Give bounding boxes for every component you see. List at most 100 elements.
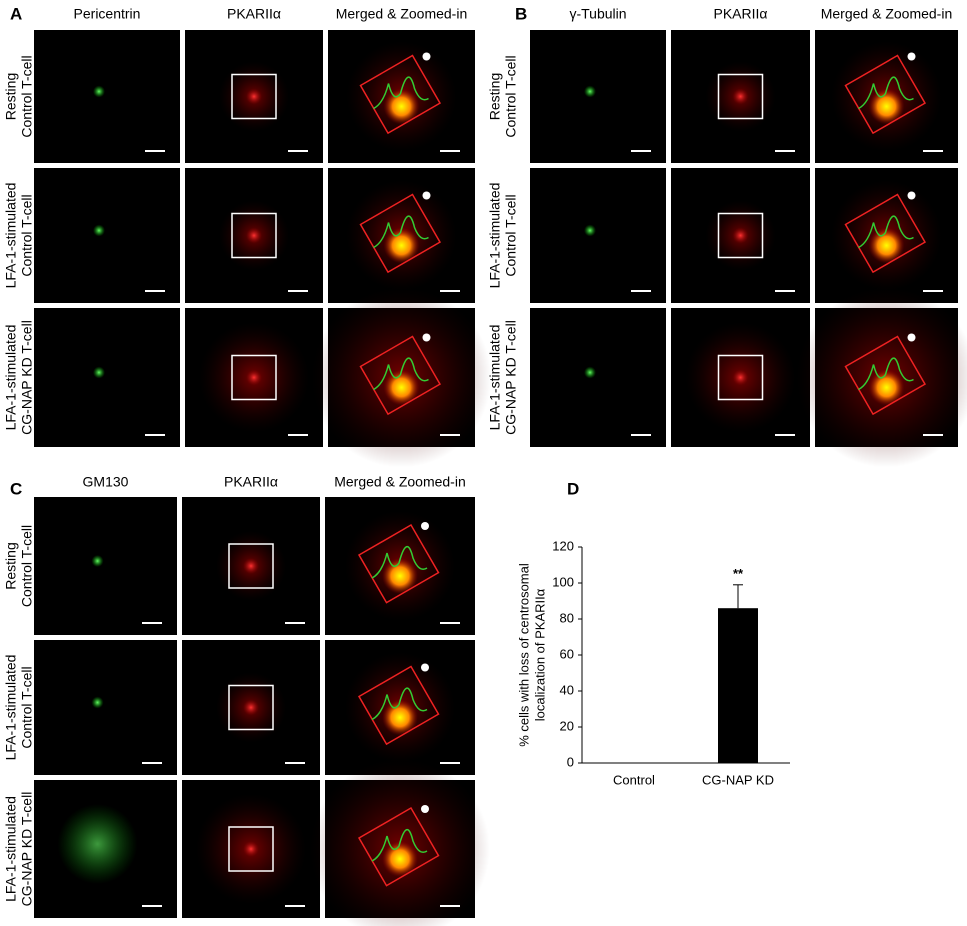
image-background (530, 30, 666, 163)
micrograph (182, 780, 320, 918)
y-tick-label: 0 (567, 754, 574, 769)
zoom-box (717, 354, 764, 401)
micrograph (530, 168, 666, 303)
profile-box (359, 54, 442, 135)
micrograph (185, 30, 323, 163)
row-label: LFA-1-stimulated (3, 325, 19, 431)
panel-letter: B (515, 4, 527, 23)
micrograph (671, 308, 810, 447)
marker-dot (907, 191, 916, 200)
y-axis-label: localization of PKARIIα (532, 588, 547, 721)
micrograph (815, 30, 958, 163)
profile-box (357, 665, 440, 746)
micrograph (185, 168, 323, 303)
row-label: Control T-cell (19, 666, 35, 748)
marker-dot (421, 805, 429, 813)
panel-letter: A (10, 4, 22, 23)
row-label: LFA-1-stimulated (3, 655, 19, 761)
column-header: PKARIIα (224, 474, 278, 490)
column-header: γ-Tubulin (569, 6, 626, 22)
profile-line (858, 215, 914, 249)
row-label: Resting (487, 73, 503, 120)
row-label: LFA-1-stimulated (3, 183, 19, 289)
profile-line (371, 829, 428, 862)
green-signal (93, 224, 105, 237)
yellow-signal (868, 88, 905, 125)
green-signal (584, 224, 596, 237)
micrograph (182, 497, 320, 635)
micrograph (325, 497, 475, 635)
profile-box (844, 335, 927, 416)
row-label: CG-NAP KD T-cell (503, 320, 519, 435)
red-signal (243, 699, 259, 716)
profile-box (844, 193, 927, 274)
micrograph (34, 497, 177, 635)
zoom-box (228, 543, 274, 589)
micrograph (328, 30, 475, 163)
profile-box (359, 193, 442, 274)
micrograph (34, 168, 180, 303)
micrograph (671, 30, 810, 163)
y-tick-label: 60 (560, 646, 574, 661)
image-background (34, 308, 180, 447)
column-header: Pericentrin (74, 6, 141, 22)
panel-letter: C (10, 479, 22, 498)
profile-line (371, 546, 428, 579)
marker-dot (907, 52, 916, 61)
yellow-signal (382, 699, 418, 736)
marker-dot (422, 191, 431, 200)
column-header: Merged & Zoomed-in (334, 474, 466, 490)
marker-dot (422, 333, 431, 342)
row-label: Control T-cell (19, 55, 35, 137)
y-tick-label: 20 (560, 718, 574, 733)
red-signal (246, 88, 262, 105)
micrograph (34, 30, 180, 163)
yellow-signal (383, 369, 420, 406)
row-label: Resting (3, 542, 19, 589)
profile-line (373, 76, 429, 110)
zoom-box (231, 354, 277, 401)
panel-letter: D (567, 479, 579, 498)
micrograph (34, 780, 177, 918)
row-label: Resting (3, 73, 19, 120)
micrograph (311, 287, 492, 468)
x-tick-label: Control (613, 772, 655, 787)
row-label: CG-NAP KD T-cell (19, 792, 35, 907)
significance-label: ** (733, 566, 744, 581)
micrograph (310, 759, 490, 926)
profile-box (359, 335, 442, 416)
marker-dot (422, 52, 431, 61)
image-background (34, 497, 177, 635)
zoom-box (231, 73, 277, 120)
yellow-signal (383, 88, 420, 125)
y-tick-label: 40 (560, 682, 574, 697)
image-background (34, 30, 180, 163)
marker-dot (421, 522, 429, 530)
profile-box (357, 523, 440, 604)
y-tick-label: 80 (560, 610, 574, 625)
profile-line (373, 215, 429, 249)
y-tick-label: 120 (552, 538, 574, 553)
row-label: Control T-cell (503, 55, 519, 137)
green-signal (584, 85, 596, 98)
profile-line (858, 357, 914, 391)
green-signal (91, 555, 104, 567)
green-signal (93, 85, 105, 98)
image-background (530, 168, 666, 303)
column-header: Merged & Zoomed-in (821, 6, 953, 22)
red-signal (732, 369, 749, 386)
profile-box (844, 54, 927, 135)
micrograph (185, 308, 323, 447)
y-axis-label: % cells with loss of centrosomal (516, 563, 531, 747)
zoom-box (228, 684, 274, 731)
row-label: Control T-cell (19, 525, 35, 607)
column-header: Merged & Zoomed-in (336, 6, 468, 22)
micrograph (182, 640, 320, 775)
yellow-signal (382, 558, 418, 594)
bar (718, 608, 758, 763)
micrograph (328, 168, 475, 303)
profile-line (858, 76, 914, 110)
red-signal (732, 227, 749, 244)
micrograph (530, 30, 666, 163)
